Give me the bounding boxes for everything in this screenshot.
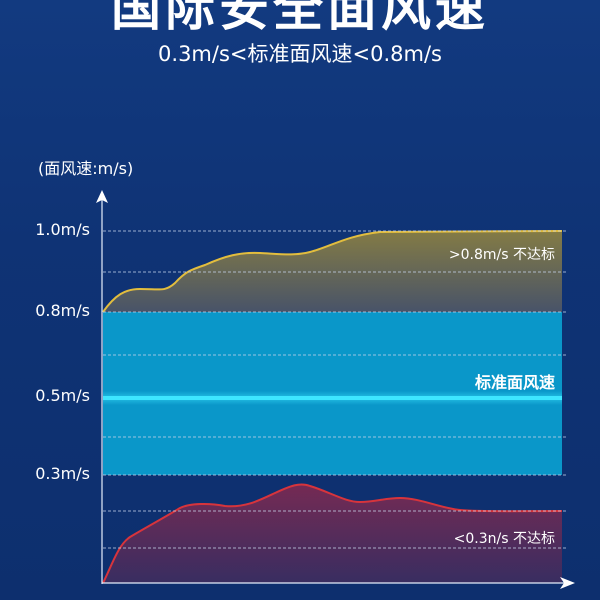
- grid-lines: [103, 230, 568, 549]
- page-subtitle: 0.3m/s<标准面风速<0.8m/s: [158, 42, 442, 66]
- y-axis-arrow-icon: [96, 190, 108, 203]
- upper-area-fill: [103, 231, 562, 312]
- lower-curve: [102, 483, 563, 584]
- lower-zone-label: <0.3n/s 不达标: [453, 531, 555, 547]
- y-tick-0.8: 0.8m/s: [35, 301, 90, 320]
- y-tick-0.5: 0.5m/s: [35, 386, 90, 405]
- y-tick-1.0: 1.0m/s: [35, 220, 90, 239]
- lower-area-fill: [103, 484, 562, 583]
- upper-zone-label: >0.8m/s 不达标: [448, 247, 555, 263]
- y-axis-unit-label: (面风速:m/s): [38, 159, 134, 178]
- standard-zone-label: 标准面风速: [474, 373, 555, 392]
- standard-center-line: [103, 396, 562, 400]
- x-axis-arrow-icon: [560, 577, 575, 589]
- upper-curve: [102, 230, 563, 313]
- page-title: 国际安全面风速: [111, 0, 489, 37]
- y-tick-0.3: 0.3m/s: [35, 464, 90, 483]
